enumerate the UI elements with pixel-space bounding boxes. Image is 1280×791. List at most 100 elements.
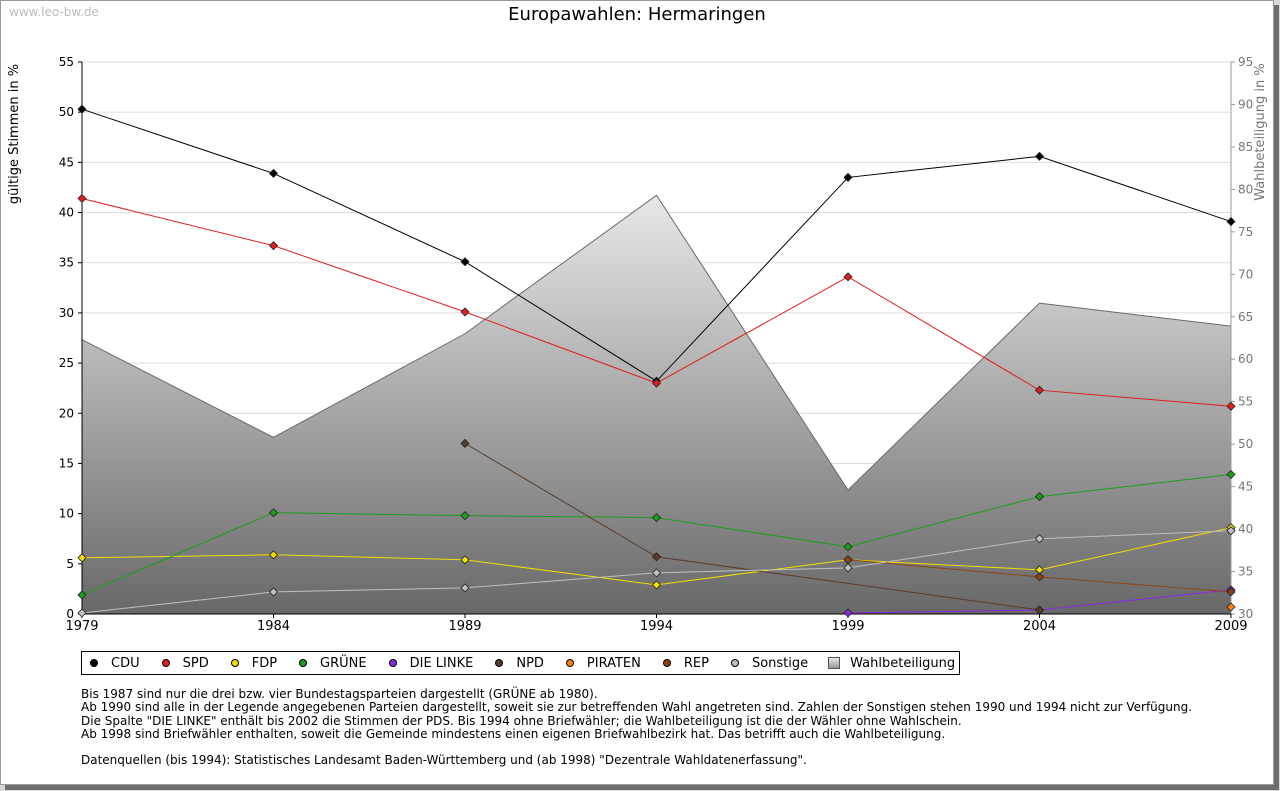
- x-tick-label: 2009: [1214, 619, 1247, 634]
- legend-label: GRÜNE: [320, 655, 367, 671]
- data-point-gr-ne: [268, 508, 279, 518]
- data-point-fdp: [77, 553, 87, 563]
- y-axis-label: gültige Stimmen in %: [7, 64, 22, 204]
- legend-label: REP: [683, 655, 709, 671]
- y2-tick-label: 35: [1238, 565, 1253, 579]
- y-tick-label: 5: [66, 557, 74, 571]
- data-point-rep: [1034, 572, 1045, 582]
- legend-label: SPD: [182, 655, 209, 671]
- data-point-sonstige: [460, 583, 470, 593]
- y-tick-label: 30: [59, 306, 74, 320]
- legend-label: CDU: [111, 655, 140, 671]
- legend-marker: [230, 659, 239, 667]
- data-point-sonstige: [651, 568, 662, 578]
- x-tick-label: 1989: [448, 619, 481, 634]
- y-tick-label: 45: [59, 155, 74, 169]
- data-point-cdu: [460, 257, 470, 267]
- y-tick-label: 20: [59, 406, 74, 420]
- legend-item-piraten: PIRATEN: [564, 656, 641, 671]
- data-point-sonstige: [843, 563, 853, 573]
- data-point-gr-ne: [1034, 492, 1045, 502]
- legend-label: Wahlbeteiligung: [850, 655, 956, 671]
- legend-marker: [662, 659, 671, 667]
- legend-label: DIE LINKE: [409, 655, 474, 671]
- legend-item-sonstige: Sonstige: [729, 656, 808, 671]
- legend-marker: [495, 659, 504, 667]
- data-point-npd: [651, 552, 662, 562]
- y-tick-label: 25: [59, 356, 74, 370]
- y-tick-label: 15: [59, 456, 74, 470]
- footnotes: Bis 1987 sind nur die drei bzw. vier Bun…: [81, 687, 1193, 768]
- turnout-line: [81, 194, 1232, 491]
- data-point-spd: [1226, 401, 1236, 411]
- legend-label: Sonstige: [751, 655, 809, 671]
- legend-marker: [299, 659, 308, 667]
- data-point-gr-ne: [460, 511, 470, 521]
- data-point-spd: [1034, 385, 1045, 395]
- legend-label: FDP: [251, 655, 278, 671]
- y2-tick-label: 85: [1238, 140, 1253, 154]
- y-tick-label: 50: [59, 105, 74, 119]
- y2-tick-label: 55: [1238, 395, 1253, 409]
- y2-tick-label: 95: [1238, 55, 1253, 69]
- data-point-sonstige: [77, 608, 87, 618]
- data-point-cdu: [843, 172, 853, 182]
- y2-axis-label: Wahlbeteiligung in %: [1253, 63, 1268, 200]
- data-point-rep: [1226, 587, 1236, 597]
- y2-tick-label: 70: [1238, 267, 1253, 281]
- data-point-fdp: [651, 580, 662, 590]
- y-tick-label: 55: [59, 55, 74, 69]
- data-point-cdu: [268, 168, 279, 178]
- legend-item-cdu: CDU: [88, 656, 140, 671]
- note-line: Ab 1998 sind Briefwähler enthalten, sowe…: [81, 726, 946, 741]
- data-point-die-linke: [843, 608, 853, 618]
- y2-tick-label: 30: [1238, 607, 1253, 621]
- chart-plot: 0 5 10 15 20 25 30 35 40 45 50 55 30 35 40 45 50 55 60 65 70…: [7, 55, 1268, 634]
- legend-item-fdp: FDP: [229, 656, 277, 671]
- data-point-spd: [460, 307, 470, 317]
- legend-marker: [90, 659, 98, 667]
- data-point-fdp: [268, 550, 279, 560]
- x-tick-label: 1999: [831, 619, 864, 634]
- y-tick-label: 0: [66, 607, 74, 621]
- data-point-spd: [651, 378, 662, 388]
- source-note: Datenquellen (bis 1994): Statistisches L…: [81, 753, 807, 768]
- note-line: Die Spalte "DIE LINKE" enthält bis 2002 …: [81, 713, 962, 728]
- legend-label: NPD: [516, 655, 544, 671]
- y-tick-label: 35: [59, 256, 74, 270]
- y2-tick-label: 65: [1238, 310, 1253, 324]
- y-tick-label: 40: [59, 206, 74, 220]
- legend-marker: [161, 659, 170, 667]
- data-point-gr-ne: [1226, 469, 1236, 480]
- legend-label: PIRATEN: [586, 655, 641, 671]
- data-point-spd: [77, 193, 87, 204]
- y2-tick-label: 40: [1238, 522, 1253, 536]
- legend-marker: [565, 659, 574, 667]
- data-point-gr-ne: [843, 542, 853, 552]
- data-point-sonstige: [1034, 534, 1045, 544]
- watermark: www.leo-bw.de: [9, 5, 99, 19]
- data-point-npd: [460, 438, 470, 448]
- x-tick-label: 1979: [65, 619, 98, 634]
- y2-tick-label: 75: [1238, 225, 1253, 239]
- note-line: Bis 1987 sind nur die drei bzw. vier Bun…: [81, 687, 598, 701]
- legend-item-npd: NPD: [493, 656, 544, 671]
- y2-tick-label: 80: [1238, 182, 1253, 196]
- y2-tick-label: 45: [1238, 480, 1253, 494]
- legend-marker: [388, 659, 397, 667]
- legend-item-spd: SPD: [160, 656, 209, 671]
- legend: CDU SPD FDP GRÜNE DIE LINKE NPD PIRATEN REP Sons…: [81, 651, 961, 675]
- legend-item-die-linke: DIE LINKE: [387, 655, 474, 671]
- y2-tick-label: 50: [1238, 437, 1253, 451]
- note-line: Ab 1990 sind alle in der Legende angegeb…: [81, 700, 1193, 715]
- y-tick-label: 10: [59, 507, 74, 521]
- data-point-cdu: [1226, 217, 1236, 227]
- legend-item-rep: REP: [661, 656, 709, 671]
- data-point-npd: [1034, 605, 1045, 615]
- data-point-spd: [843, 272, 853, 282]
- y2-tick-label: 60: [1238, 352, 1253, 366]
- legend-marker: [730, 659, 739, 667]
- data-point-piraten: [1226, 602, 1236, 612]
- data-point-spd: [268, 241, 279, 251]
